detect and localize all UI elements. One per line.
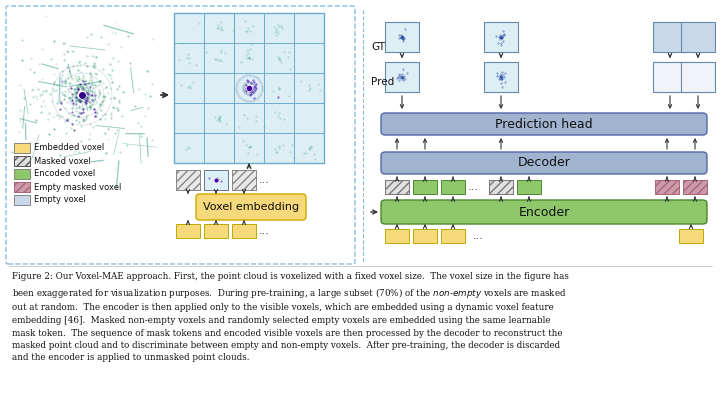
Bar	[14, 182, 30, 192]
Bar	[14, 156, 30, 166]
Bar	[385, 180, 409, 194]
Bar	[176, 170, 200, 190]
Bar	[484, 22, 518, 52]
Bar	[489, 180, 513, 194]
FancyBboxPatch shape	[381, 152, 707, 174]
Bar	[385, 229, 409, 243]
Text: Empty voxel: Empty voxel	[34, 195, 86, 204]
Text: Empty masked voxel: Empty masked voxel	[34, 183, 122, 191]
Bar	[14, 182, 30, 192]
Text: ...: ...	[259, 226, 270, 236]
Bar	[653, 62, 687, 92]
Text: ...: ...	[473, 231, 484, 241]
Bar	[232, 170, 256, 190]
Bar	[232, 170, 256, 190]
Text: Decoder: Decoder	[518, 156, 570, 170]
Bar	[14, 156, 30, 166]
Bar	[441, 180, 465, 194]
FancyBboxPatch shape	[196, 194, 306, 220]
Text: Encoder: Encoder	[518, 206, 570, 218]
Bar	[14, 156, 30, 166]
Bar	[413, 180, 437, 194]
Bar	[14, 195, 30, 205]
Bar	[679, 229, 703, 243]
Bar	[517, 180, 541, 194]
Bar	[14, 143, 30, 153]
Bar	[413, 229, 437, 243]
Bar	[683, 180, 707, 194]
Bar	[14, 169, 30, 179]
Bar	[204, 170, 228, 190]
Text: Figure 2: Our Voxel-MAE approach. First, the point cloud is voxelized with a fix: Figure 2: Our Voxel-MAE approach. First,…	[12, 272, 569, 363]
Bar	[441, 229, 465, 243]
Text: Encoded voxel: Encoded voxel	[34, 170, 95, 179]
Text: Embedded voxel: Embedded voxel	[34, 143, 104, 152]
Bar	[176, 170, 200, 190]
Text: Prediction head: Prediction head	[495, 118, 593, 131]
Bar	[681, 22, 715, 52]
Text: GT: GT	[371, 42, 385, 52]
FancyBboxPatch shape	[381, 113, 707, 135]
Text: Pred: Pred	[371, 77, 395, 87]
Bar	[653, 22, 687, 52]
Bar	[14, 182, 30, 192]
Bar	[204, 224, 228, 238]
Bar	[655, 180, 679, 194]
Bar	[174, 13, 324, 163]
Bar	[681, 62, 715, 92]
Bar	[385, 62, 419, 92]
Circle shape	[78, 91, 86, 99]
Bar	[385, 180, 409, 194]
Bar	[385, 22, 419, 52]
Bar	[683, 180, 707, 194]
FancyBboxPatch shape	[381, 200, 707, 224]
Bar	[232, 224, 256, 238]
Bar	[176, 224, 200, 238]
Text: ...: ...	[468, 182, 479, 192]
Text: Voxel embedding: Voxel embedding	[203, 202, 299, 212]
Text: ...: ...	[259, 175, 270, 185]
Bar	[484, 62, 518, 92]
Text: Masked voxel: Masked voxel	[34, 156, 91, 166]
Bar	[489, 180, 513, 194]
Bar	[655, 180, 679, 194]
